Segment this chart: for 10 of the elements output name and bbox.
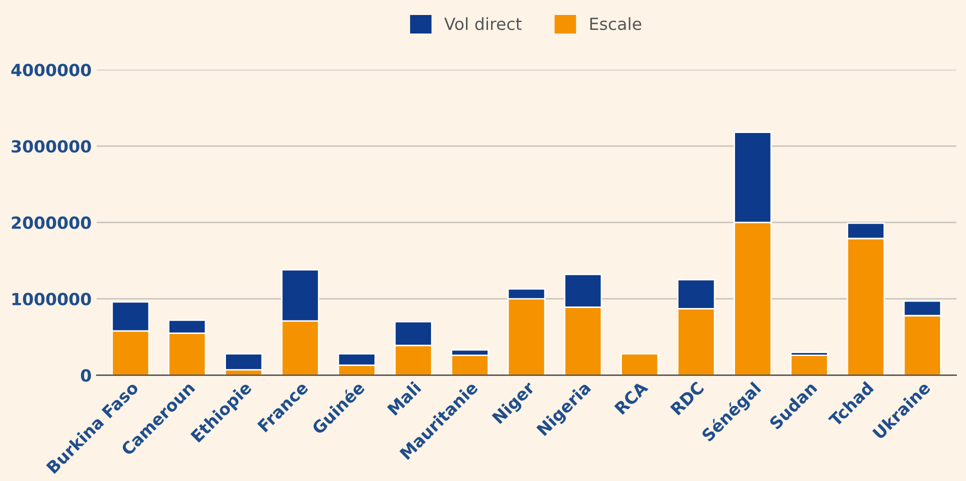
bar [224, 353, 263, 371]
y-tick-label: 3000000 [12, 140, 91, 153]
legend-label: Escale [590, 17, 642, 30]
y-tick-label: 4000000 [11, 64, 91, 76]
bar [790, 354, 828, 376]
y-tick-label: 2000000 [12, 216, 91, 230]
bar [620, 353, 659, 376]
legend-label: Vol direct [444, 17, 522, 30]
y-tick-label: 1000000 [12, 292, 91, 306]
y-tick-label: 0 [80, 369, 91, 382]
